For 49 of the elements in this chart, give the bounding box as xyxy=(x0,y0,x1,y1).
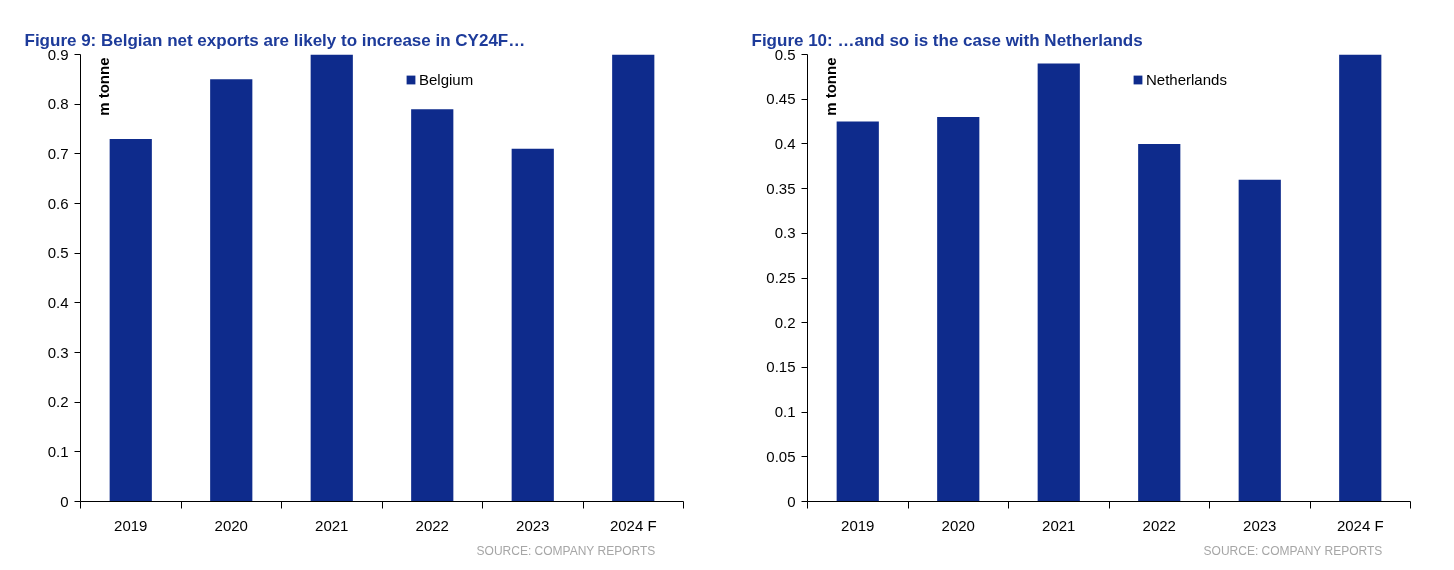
y-tick-label: 0.4 xyxy=(47,293,69,311)
x-tick-label: 2019 xyxy=(114,516,148,534)
bar xyxy=(612,54,655,502)
y-tick-label: 0.3 xyxy=(774,224,796,242)
bar xyxy=(109,138,152,502)
y-tick-label: 0.4 xyxy=(774,134,796,152)
legend-label: Belgium xyxy=(419,71,474,88)
bar xyxy=(511,148,554,502)
x-tick-label: 2022 xyxy=(1142,516,1176,534)
y-tick-label: 0.15 xyxy=(766,358,796,376)
y-tick-label: 0.1 xyxy=(774,403,796,421)
legend-label: Netherlands xyxy=(1146,71,1227,88)
source-note: SOURCE: COMPANY REPORTS xyxy=(476,543,656,558)
y-tick-label: 0.35 xyxy=(766,179,796,197)
x-tick-label: 2020 xyxy=(214,516,248,534)
y-tick-label: 0 xyxy=(787,492,796,510)
source-note: SOURCE: COMPANY REPORTS xyxy=(1203,543,1383,558)
y-tick-label: 0.2 xyxy=(47,393,69,411)
bar xyxy=(1339,54,1382,502)
y-tick-label: 0.2 xyxy=(774,313,796,331)
bar xyxy=(1138,143,1181,502)
bar xyxy=(1238,179,1281,502)
bar xyxy=(411,109,454,502)
x-tick-label: 2024 F xyxy=(609,516,657,534)
y-axis-title: m tonne xyxy=(94,57,112,116)
y-tick-label: 0.5 xyxy=(47,244,69,262)
y-tick-label: 0.8 xyxy=(47,95,69,113)
y-tick-label: 0.6 xyxy=(47,194,69,212)
bar xyxy=(1037,63,1080,502)
x-tick-label: 2021 xyxy=(1042,516,1076,534)
y-tick-label: 0.3 xyxy=(47,343,69,361)
x-tick-label: 2023 xyxy=(1243,516,1277,534)
y-tick-label: 0.25 xyxy=(766,269,796,286)
y-tick-label: 0 xyxy=(60,492,69,510)
bar xyxy=(836,121,879,502)
bar xyxy=(937,117,980,502)
y-tick-label: 0.45 xyxy=(766,90,796,108)
x-tick-label: 2020 xyxy=(941,516,975,534)
bar xyxy=(210,79,253,502)
x-tick-label: 2023 xyxy=(516,516,550,534)
x-tick-label: 2019 xyxy=(841,516,875,534)
x-tick-label: 2022 xyxy=(415,516,449,534)
bar xyxy=(310,54,353,502)
y-axis-title: m tonne xyxy=(821,57,839,116)
y-tick-label: 0.7 xyxy=(47,144,69,162)
y-tick-label: 0.05 xyxy=(766,447,796,465)
x-tick-label: 2021 xyxy=(315,516,349,534)
x-tick-label: 2024 F xyxy=(1336,516,1384,534)
y-tick-label: 0.1 xyxy=(47,442,69,460)
